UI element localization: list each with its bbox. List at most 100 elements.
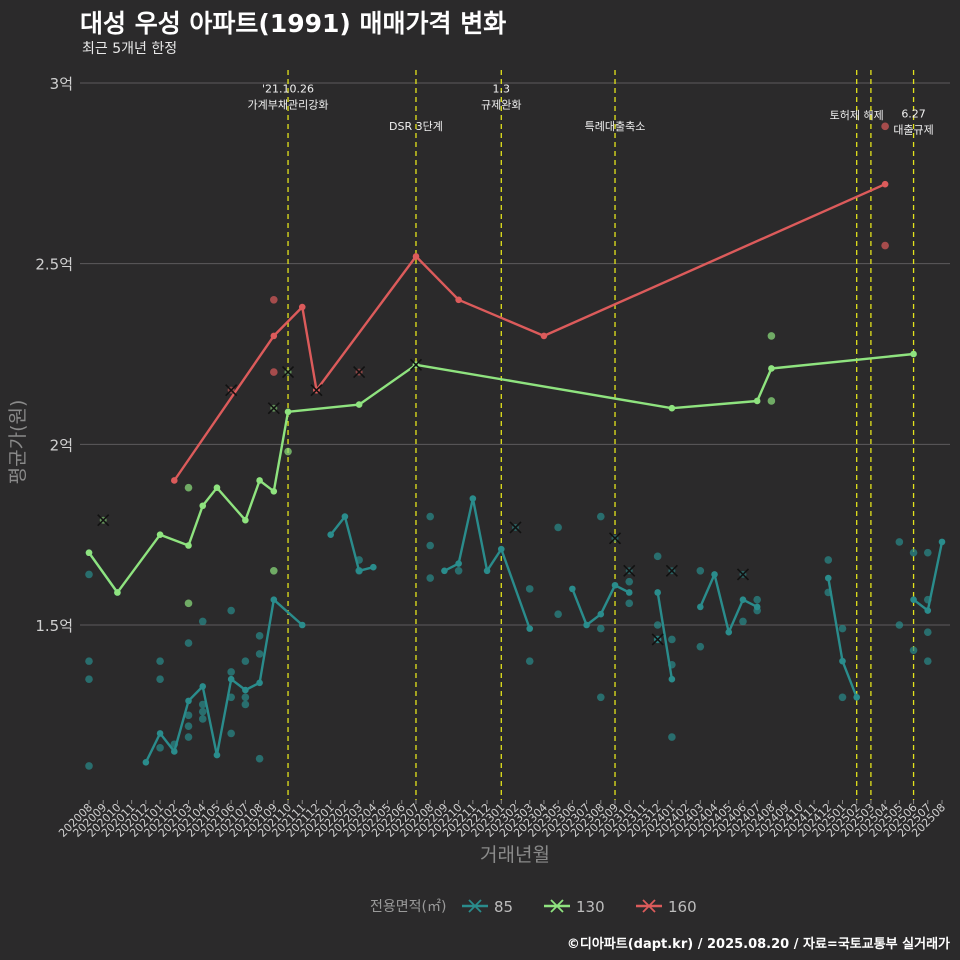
- data-point-85: [170, 740, 179, 749]
- series-vertex-85: [298, 621, 306, 629]
- data-point-85: [838, 693, 847, 702]
- series-vertex-85: [839, 657, 846, 665]
- legend-cross-160: [642, 899, 656, 913]
- series-points: [85, 122, 946, 770]
- series-vertex-130: [284, 408, 292, 416]
- data-point-85: [895, 621, 904, 629]
- data-point-85: [824, 588, 833, 597]
- series-vertex-160: [298, 303, 306, 311]
- cross-marker-85: [608, 532, 622, 545]
- data-point-85: [653, 552, 662, 561]
- grid-lines: [80, 82, 950, 626]
- x-axis-title: 거래년월: [480, 844, 550, 866]
- data-point-85: [426, 512, 435, 521]
- data-point-85: [355, 567, 363, 575]
- event-label: DSR 3단계: [389, 120, 443, 133]
- series-vertex-130: [85, 549, 93, 557]
- data-point-85: [227, 729, 235, 738]
- data-point-85: [255, 650, 264, 658]
- cross-marker-85: [651, 633, 664, 646]
- data-point-85: [554, 610, 562, 618]
- data-point-85: [597, 624, 605, 633]
- series-vertex-85: [213, 751, 221, 759]
- data-point-85: [668, 733, 676, 741]
- series-vertex-160: [540, 332, 548, 340]
- cross-marker-85: [736, 568, 750, 581]
- data-point-85: [156, 675, 164, 683]
- series-vertex-130: [270, 488, 278, 495]
- data-point-85: [525, 657, 534, 665]
- data-point-85: [241, 700, 250, 709]
- data-point-85: [923, 595, 932, 604]
- series-vertex-160: [881, 180, 889, 188]
- cross-marker-85: [623, 564, 636, 577]
- data-point-85: [426, 574, 435, 582]
- data-point-85: [923, 548, 932, 557]
- data-point-85: [227, 606, 235, 615]
- series-vertex-85: [171, 748, 178, 755]
- data-point-85: [198, 700, 207, 709]
- data-point-85: [184, 639, 193, 647]
- data-point-85: [255, 632, 264, 640]
- data-point-85: [198, 707, 207, 716]
- cross-marker-130: [267, 402, 280, 415]
- legend-title: 전용면적(㎡): [370, 899, 446, 915]
- series-line-85: [699, 573, 758, 634]
- data-point-85: [597, 512, 605, 521]
- cross-marker-85: [665, 564, 678, 577]
- series-vertex-85: [142, 759, 150, 766]
- data-point-85: [696, 642, 705, 651]
- data-point-85: [355, 556, 363, 564]
- data-point-85: [184, 722, 193, 730]
- series-vertex-130: [242, 516, 249, 524]
- source-caption: ©디아파트(dapt.kr) / 2025.08.20 / 자료=국토교통부 실…: [566, 937, 950, 952]
- series-vertex-160: [171, 477, 178, 484]
- data-point-85: [184, 733, 193, 741]
- cross-marker-85: [509, 521, 522, 534]
- axis-ticks: 1.5억2억2.5억3억2020082020092020102020112020…: [35, 75, 948, 840]
- series-vertex-130: [355, 401, 363, 408]
- series-vertex-85: [711, 571, 718, 578]
- data-point-85: [156, 657, 164, 665]
- series-vertex-130: [199, 502, 207, 510]
- series-vertex-130: [114, 589, 121, 596]
- series-lines: [88, 183, 944, 763]
- y-tick-label: 2억: [50, 436, 73, 454]
- series-line-85: [144, 598, 304, 763]
- series-vertex-85: [569, 585, 576, 593]
- data-point-85: [824, 556, 833, 564]
- legend-cross-85: [468, 899, 482, 913]
- data-point-160: [270, 368, 278, 376]
- data-point-85: [597, 693, 605, 702]
- cross-marker-130: [97, 514, 110, 527]
- data-point-85: [923, 628, 932, 637]
- series-vertex-85: [256, 679, 263, 687]
- series-vertex-85: [455, 560, 462, 567]
- data-point-85: [198, 617, 207, 626]
- series-vertex-85: [611, 581, 619, 589]
- data-point-85: [184, 711, 193, 720]
- data-point-130: [767, 332, 776, 340]
- y-tick-label: 3억: [50, 75, 73, 93]
- data-point-85: [85, 675, 93, 683]
- series-vertex-85: [725, 628, 733, 636]
- data-point-85: [625, 599, 634, 608]
- series-line-85: [571, 584, 630, 627]
- series-vertex-160: [412, 253, 420, 260]
- data-point-85: [653, 621, 662, 629]
- series-vertex-130: [256, 477, 263, 484]
- cross-marker-130: [281, 366, 295, 379]
- series-vertex-85: [853, 693, 860, 701]
- series-vertex-160: [455, 296, 462, 304]
- event-label: 특례대출축소: [585, 120, 646, 133]
- series-vertex-130: [668, 404, 676, 412]
- series-vertex-85: [341, 513, 349, 520]
- legend-label-130: 130: [576, 898, 605, 916]
- data-point-85: [668, 660, 676, 669]
- series-vertex-85: [497, 545, 505, 553]
- series-vertex-130: [213, 484, 221, 491]
- series-vertex-130: [185, 542, 192, 549]
- series-vertex-85: [654, 589, 661, 596]
- data-point-85: [85, 570, 93, 579]
